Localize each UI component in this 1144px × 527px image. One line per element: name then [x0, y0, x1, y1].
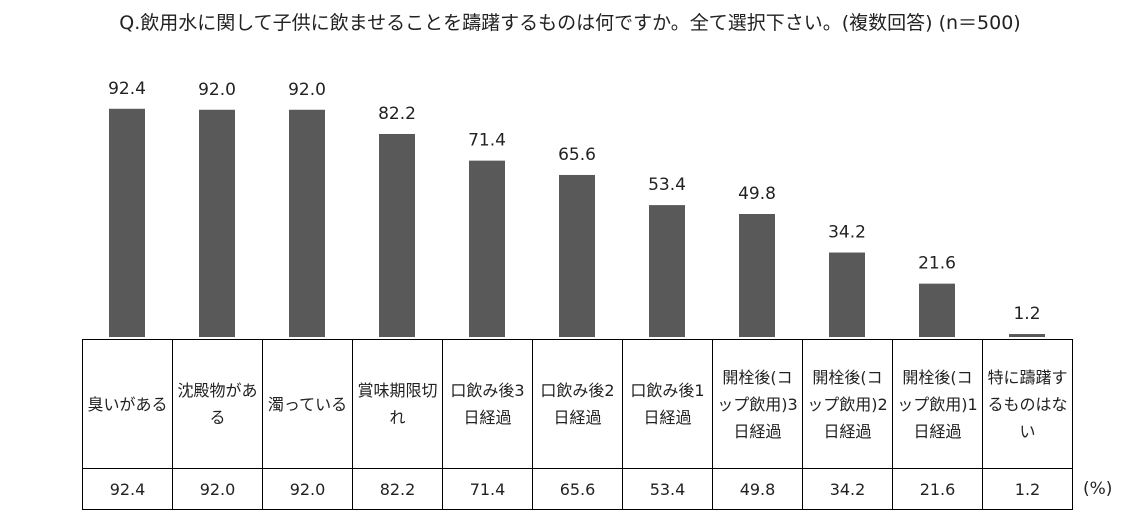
value-cell-4: 82.2 — [352, 468, 443, 510]
category-cell-6: 口飲み後2日経過 — [532, 339, 623, 469]
category-row: 臭いがある 沈殿物がある 濁っている 賞味期限切れ 口飲み後3日経過 口飲み後2日経過 口飲… — [82, 339, 1073, 469]
unit-label: (%) — [1083, 479, 1113, 499]
bar-value-label-7: 53.4 — [648, 175, 686, 195]
value-cell-2: 92.0 — [172, 468, 263, 510]
bar-value-label-8: 49.8 — [738, 184, 776, 204]
category-cell-11: 特に躊躇するものはない — [982, 339, 1073, 469]
data-table: 臭いがある 沈殿物がある 濁っている 賞味期限切れ 口飲み後3日経過 口飲み後2日経過 口飲… — [82, 339, 1073, 510]
value-cell-5: 71.4 — [442, 468, 533, 510]
category-label: 開栓後(コップ飲用)1日経過 — [897, 367, 978, 441]
category-label: 口飲み後3日経過 — [450, 381, 525, 427]
bar-7 — [649, 205, 685, 337]
bar-5 — [469, 160, 505, 337]
category-label: 賞味期限切れ — [357, 381, 438, 427]
bar-3 — [289, 109, 325, 337]
bar-6 — [559, 174, 595, 337]
value-cell-7: 53.4 — [622, 468, 713, 510]
bar-value-label-2: 92.0 — [198, 80, 236, 100]
category-label: 口飲み後2日経過 — [540, 381, 615, 427]
category-cell-2: 沈殿物がある — [172, 339, 263, 469]
bar-value-label-10: 21.6 — [918, 254, 956, 274]
bar-value-label-6: 65.6 — [558, 145, 596, 165]
bar-value-label-5: 71.4 — [468, 131, 506, 151]
category-label: 特に躊躇するものはない — [987, 367, 1068, 441]
value-cell-3: 92.0 — [262, 468, 353, 510]
bar-1 — [109, 108, 145, 337]
category-label: 濁っている — [267, 394, 348, 414]
bar-value-label-1: 92.4 — [108, 79, 146, 99]
value-row: 92.4 92.0 92.0 82.2 71.4 65.6 53.4 49.8 34.2 21.6… — [82, 468, 1073, 510]
category-cell-1: 臭いがある — [82, 339, 173, 469]
category-cell-10: 開栓後(コップ飲用)1日経過 — [892, 339, 983, 469]
value-cell-6: 65.6 — [532, 468, 623, 510]
category-cell-4: 賞味期限切れ — [352, 339, 443, 469]
bar-8 — [739, 213, 775, 337]
value-cell-10: 21.6 — [892, 468, 983, 510]
bar-11 — [1009, 334, 1045, 337]
category-cell-3: 濁っている — [262, 339, 353, 469]
value-cell-9: 34.2 — [802, 468, 893, 510]
category-cell-8: 開栓後(コップ飲用)3日経過 — [712, 339, 803, 469]
bar-chart: 92.4 92.0 92.0 82.2 71.4 65.6 53.4 49.8 34.2 21.6… — [108, 79, 1045, 337]
category-label: 開栓後(コップ飲用)2日経過 — [807, 367, 888, 441]
bar-value-label-3: 92.0 — [288, 80, 326, 100]
category-label: 沈殿物がある — [177, 381, 258, 427]
category-cell-9: 開栓後(コップ飲用)2日経過 — [802, 339, 893, 469]
bar-2 — [199, 109, 235, 337]
bar-value-label-9: 34.2 — [828, 223, 866, 243]
bar-10 — [919, 283, 955, 337]
category-cell-5: 口飲み後3日経過 — [442, 339, 533, 469]
bar-value-label-11: 1.2 — [1013, 304, 1040, 324]
category-label: 臭いがある — [87, 394, 168, 414]
value-cell-8: 49.8 — [712, 468, 803, 510]
value-cell-11: 1.2 — [982, 468, 1073, 510]
chart-title: Q.飲用水に関して子供に飲ませることを躊躇するものは何ですか。全て選択下さい。(… — [119, 12, 1021, 34]
bar-9 — [829, 252, 865, 337]
category-cell-7: 口飲み後1日経過 — [622, 339, 713, 469]
category-label: 口飲み後1日経過 — [630, 381, 705, 427]
bar-value-label-4: 82.2 — [378, 104, 416, 124]
bar-4 — [379, 133, 415, 337]
value-cell-1: 92.4 — [82, 468, 173, 510]
category-label: 開栓後(コップ飲用)3日経過 — [717, 367, 798, 441]
